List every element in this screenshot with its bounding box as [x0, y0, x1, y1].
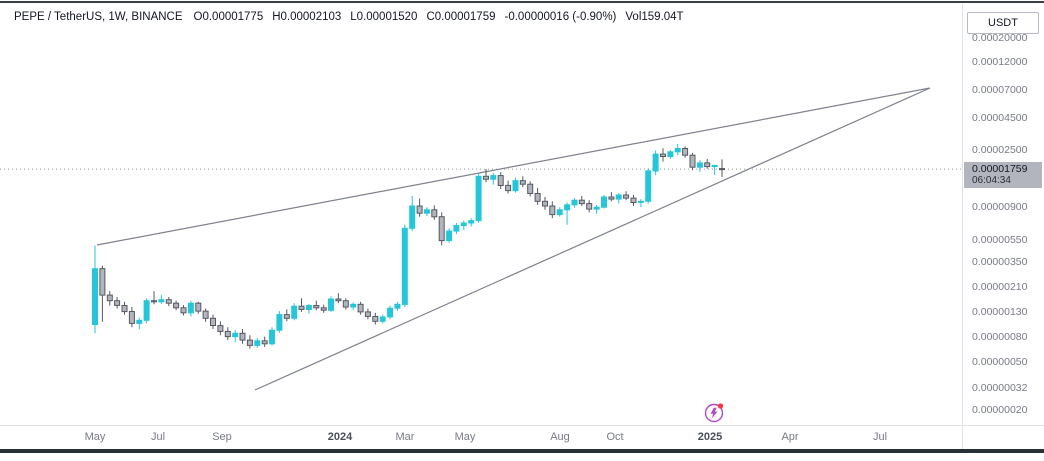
low-value: L0.00001520: [350, 11, 418, 23]
events-icon[interactable]: [704, 403, 724, 423]
price-tick-label: 0.00002500: [972, 144, 1028, 156]
candlestick-chart[interactable]: [0, 0, 962, 425]
close-value: C0.00001759: [426, 11, 496, 23]
lightning-bolt-icon: [710, 407, 718, 419]
open-value: O0.00001775: [193, 11, 264, 23]
price-tick-label: 0.00000550: [972, 234, 1028, 246]
price-tick-label: 0.00012000: [972, 56, 1028, 68]
time-tick-month-label: Jul: [150, 431, 166, 443]
last-price-badge: 0.00001759 06:04:34: [964, 162, 1042, 188]
price-tick-label: 0.00000350: [972, 256, 1028, 268]
upper-wedge-line[interactable]: [96, 87, 931, 246]
time-axis-separator: [0, 425, 1044, 426]
volume-value: Vol159.04T: [625, 11, 684, 23]
time-tick-month-label: May: [84, 431, 106, 443]
window-bottom-border: [0, 449, 1044, 453]
price-tick-label: 0.00000900: [972, 201, 1028, 213]
price-axis-separator: [962, 4, 963, 449]
window-top-border: [0, 1, 1044, 3]
time-tick-month-label: Apr: [781, 431, 799, 443]
price-axis[interactable]: USDT 0.00020000 0.00012000 0.00007000 0.000…: [963, 0, 1044, 425]
time-tick-year-label: 2024: [327, 431, 353, 443]
time-tick-month-label: Jul: [872, 431, 888, 443]
currency-toggle-button[interactable]: USDT: [967, 12, 1039, 34]
time-tick-month-label: Sep: [212, 431, 232, 443]
lower-wedge-line[interactable]: [254, 87, 931, 391]
high-value: H0.00002103: [272, 11, 342, 23]
time-tick-month-label: Mar: [395, 431, 415, 443]
chart-pane[interactable]: [0, 0, 962, 425]
time-tick-month-label: Aug: [550, 431, 570, 443]
notification-dot: [717, 403, 724, 409]
symbol-info-bar: PEPE / TetherUS, 1W, BINANCE O0.00001775…: [14, 11, 684, 23]
time-tick-month-label: May: [454, 431, 476, 443]
symbol-title[interactable]: PEPE / TetherUS, 1W, BINANCE: [14, 11, 183, 23]
change-value: -0.00000016 (-0.90%): [504, 11, 617, 23]
price-tick-label: 0.00007000: [972, 84, 1028, 96]
price-tick-label: 0.00000050: [972, 356, 1028, 368]
price-tick-label: 0.00000210: [972, 281, 1028, 293]
price-tick-label: 0.00000032: [972, 382, 1028, 394]
bar-countdown: 06:04:34: [972, 175, 1011, 186]
candlestick-series: [92, 143, 725, 349]
price-tick-label: 0.00000130: [972, 306, 1028, 318]
time-tick-month-label: Oct: [606, 431, 624, 443]
price-tick-label: 0.00000080: [972, 331, 1028, 343]
time-axis[interactable]: May Jul Sep 2024 Mar May Aug Oct 2025 Apr Jul: [0, 426, 1044, 449]
last-price-value: 0.00001759: [972, 163, 1028, 175]
price-tick-label: 0.00004500: [972, 112, 1028, 124]
time-tick-year-label: 2025: [697, 431, 723, 443]
price-tick-label: 0.00000020: [972, 404, 1028, 416]
price-tick-label: 0.00020000: [972, 32, 1028, 44]
